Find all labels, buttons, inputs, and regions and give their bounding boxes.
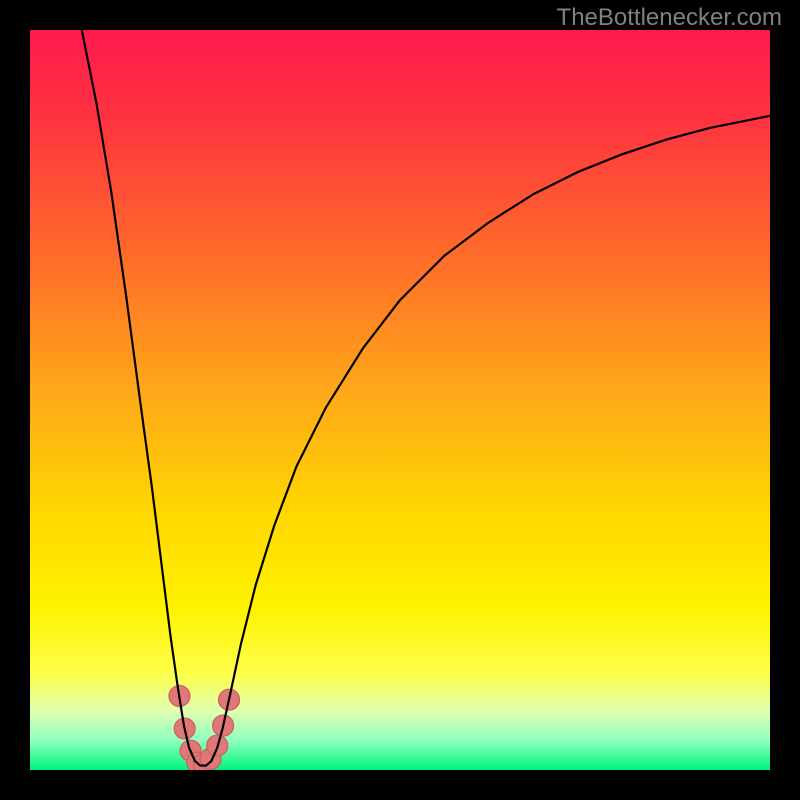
plot-svg	[0, 0, 800, 800]
watermark-text: TheBottlenecker.com	[557, 4, 782, 32]
bottleneck-curve	[82, 30, 770, 766]
